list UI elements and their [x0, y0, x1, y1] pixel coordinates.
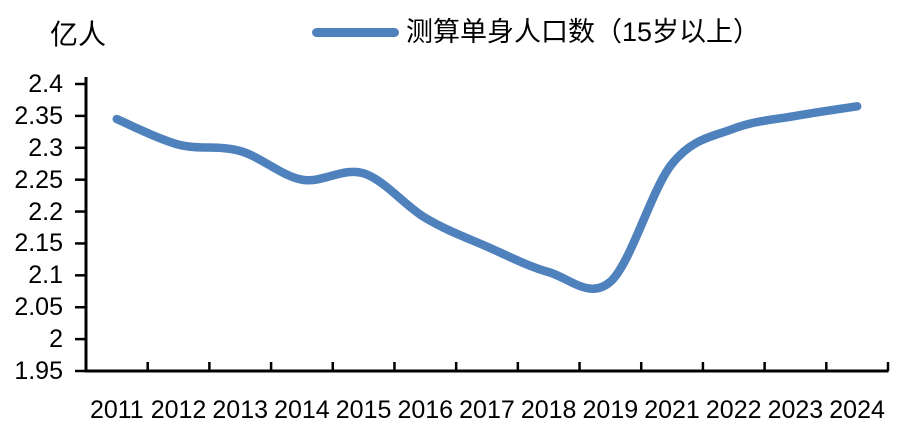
y-tick-label: 2.2 [28, 198, 63, 226]
legend-line-swatch [312, 27, 399, 37]
y-tick-label: 2.15 [14, 229, 63, 257]
y-axis-unit-label: 亿人 [50, 19, 107, 50]
y-tick-label: 2.05 [14, 293, 63, 321]
x-tick-label: 2018 [520, 396, 577, 424]
y-tick-label: 2.1 [28, 261, 63, 289]
x-tick-label: 2024 [829, 396, 885, 424]
x-tick-label: 2017 [459, 396, 515, 424]
x-axis-tick-marks [84, 362, 890, 371]
x-tick-label: 2011 [89, 396, 144, 424]
y-tick-label: 2.25 [14, 166, 63, 194]
x-tick-label: 2013 [212, 396, 269, 424]
x-tick-label: 2014 [274, 396, 330, 424]
x-tick-label: 2015 [335, 396, 392, 424]
series-line [112, 102, 862, 293]
y-tick-label: 2.4 [28, 70, 63, 98]
x-tick-label: 2019 [582, 396, 639, 424]
y-tick-label: 2.35 [14, 102, 63, 130]
x-axis-labels: 2011 2012 2013 2014 2015 2016 2017 2018 … [86, 396, 888, 424]
x-tick-label: 2012 [150, 396, 207, 424]
x-tick-label: 2021 [644, 396, 700, 424]
y-axis-tick-marks [75, 82, 86, 373]
y-tick-label: 2 [49, 325, 63, 353]
x-tick-label: 2022 [705, 396, 762, 424]
legend: 测算单身人口数（15岁以上） [312, 15, 760, 49]
x-tick-label: 2016 [397, 396, 454, 424]
y-tick-label: 2.3 [28, 134, 63, 162]
x-tick-label: 2023 [767, 396, 824, 424]
y-tick-label: 1.95 [14, 357, 63, 385]
legend-series-label: 测算单身人口数（15岁以上） [406, 17, 761, 47]
